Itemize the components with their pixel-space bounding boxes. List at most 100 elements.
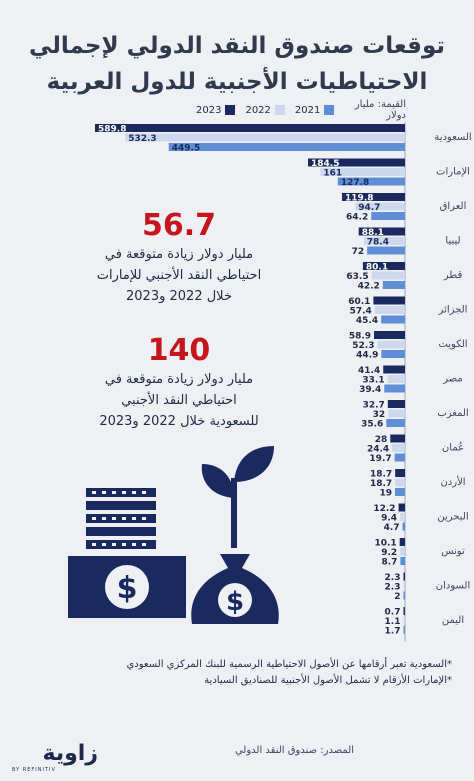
bar-2021-13 (403, 591, 405, 600)
title-line-1: توقعات صندوق النقد الدولي لإجمالي (28, 33, 446, 59)
money-stack-icon (86, 488, 156, 549)
legend-item-2022: 2022 (245, 104, 285, 116)
value-label-2022-1: 161 (323, 169, 342, 179)
callout-uae: 56.7 مليار دولار زيادة متوقعة في احتياطي… (64, 208, 294, 307)
bar-2023-3 (358, 227, 405, 236)
value-label-2021-1: 127.8 (341, 178, 369, 188)
category-label-4: قطر (443, 270, 463, 281)
category-label-13: السودان (436, 581, 471, 592)
category-label-1: الإمارات (436, 167, 470, 178)
category-label-14: اليمن (442, 615, 464, 626)
bar-2021-7 (384, 384, 405, 393)
bar-2022-6 (377, 340, 405, 349)
category-label-11: البحرين (437, 512, 468, 523)
value-label-2022-7: 33.1 (362, 376, 384, 386)
callout-uae-line-1: مليار دولار زيادة متوقعة في (104, 247, 254, 262)
value-label-2022-8: 32 (373, 410, 386, 420)
callout-saudi-line-1: مليار دولار زيادة متوقعة في (104, 372, 254, 387)
value-label-2023-2: 119.8 (345, 194, 373, 204)
value-label-2023-13: 2.3 (385, 573, 401, 583)
value-label-2023-10: 18.7 (370, 470, 392, 480)
bar-2023-4 (362, 262, 405, 270)
bar-2021-6 (381, 350, 405, 358)
bar-2022-2 (355, 202, 405, 211)
money-illustration: $ $ (68, 446, 279, 624)
value-label-2021-14: 1.7 (385, 627, 401, 637)
bar-2023-14 (403, 607, 405, 615)
callout-uae-number: 56.7 (141, 208, 217, 243)
category-label-8: المغرب (437, 408, 468, 419)
logo-sub: BY REFINITIV (12, 767, 56, 773)
bar-2021-4 (382, 281, 405, 289)
value-label-2022-3: 78.4 (367, 238, 389, 248)
bar-2021-12 (400, 557, 405, 565)
value-label-2021-4: 42.2 (358, 282, 380, 292)
value-label-2022-2: 94.7 (358, 203, 380, 213)
value-label-2023-14: 0.7 (385, 608, 401, 618)
banknote-icon: $ (68, 556, 186, 618)
bar-2023-0 (95, 124, 405, 132)
value-label-2021-8: 35.6 (361, 420, 383, 430)
svg-text:$: $ (226, 587, 244, 617)
legend-label-2023: 2023 (196, 104, 222, 116)
category-label-10: الأردن (440, 475, 465, 488)
value-label-2021-13: 2 (394, 592, 400, 602)
unit-label: القيمة: مليار دولار (354, 99, 406, 121)
source-text: المصدر: صندوق النقد الدولي (234, 745, 354, 756)
value-label-2021-10: 19 (379, 489, 392, 499)
category-label-3: ليبيا (445, 236, 460, 247)
bar-2021-14 (403, 626, 405, 634)
footnote-uae: *الإمارات الأرقام لا تشمل الأصول الأجنبي… (204, 675, 452, 686)
value-label-2022-4: 63.5 (346, 272, 368, 282)
value-label-2023-1: 184.5 (311, 159, 339, 169)
bar-2022-3 (363, 237, 405, 245)
legend-swatch-2022 (274, 105, 285, 115)
bar-2023-11 (398, 503, 405, 512)
value-label-2023-5: 60.1 (348, 297, 370, 307)
value-label-2023-4: 80.1 (366, 263, 388, 273)
money-bag-icon: $ (191, 554, 279, 624)
bar-2022-11 (400, 513, 405, 521)
value-label-2023-12: 10.1 (374, 539, 396, 549)
value-label-2023-11: 12.2 (373, 504, 395, 514)
bar-2022-1 (320, 168, 405, 176)
bar-2021-5 (381, 315, 405, 324)
legend-swatch-2021 (324, 105, 335, 115)
value-label-2021-7: 39.4 (359, 385, 381, 395)
footnotes: *السعودية تعبر أرقامها عن الأصول الاحتيا… (12, 657, 452, 689)
legend-label-2022: 2022 (245, 104, 271, 116)
bar-2021-9 (394, 453, 405, 462)
legend-label-2021: 2021 (294, 104, 321, 116)
value-label-2023-6: 58.9 (349, 332, 371, 342)
bar-2022-9 (392, 444, 405, 452)
value-label-2023-7: 41.4 (358, 366, 380, 376)
bar-2021-8 (386, 419, 405, 427)
bar-2023-12 (399, 538, 405, 546)
bar-2021-0 (168, 143, 405, 151)
value-label-2022-10: 18.7 (370, 479, 392, 489)
chart-title: توقعات صندوق النقد الدولي لإجمالي الاحتي… (0, 28, 474, 100)
value-label-2023-9: 28 (375, 435, 388, 445)
callout-saudi-number: 140 (147, 333, 211, 368)
legend-item-2021: 2021 (294, 104, 335, 116)
bar-2022-4 (371, 271, 405, 280)
bar-2021-1 (337, 177, 405, 186)
category-label-6: الكويت (438, 339, 467, 350)
value-label-2022-5: 57.4 (350, 307, 372, 317)
bar-2022-0 (125, 133, 405, 142)
value-label-2021-11: 4.7 (384, 523, 400, 533)
bar-2021-10 (395, 488, 405, 496)
category-label-9: عُمان (442, 442, 464, 454)
bar-2022-8 (388, 409, 405, 418)
bar-2023-8 (387, 400, 405, 408)
value-label-2021-6: 44.9 (356, 351, 378, 361)
legend-item-2023: 2023 (196, 104, 236, 116)
bar-2021-11 (402, 522, 405, 531)
value-label-2021-9: 19.7 (369, 454, 391, 464)
bar-2023-1 (308, 158, 405, 167)
value-label-2021-5: 45.4 (356, 316, 378, 326)
value-label-2022-13: 2.3 (385, 583, 401, 593)
bar-2023-7 (383, 365, 405, 374)
callout-saudi-line-2: احتياطي النقد الأجنبي (121, 393, 237, 408)
bar-2021-2 (371, 212, 405, 220)
